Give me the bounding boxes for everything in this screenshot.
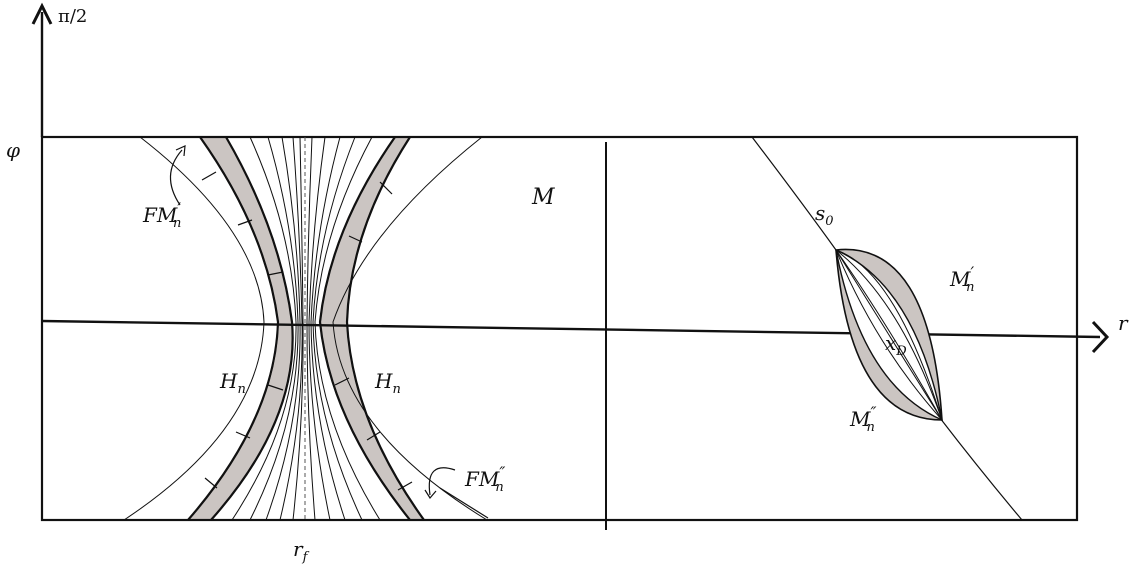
s0-curve-lower	[939, 417, 1023, 521]
fm-prime-label: FM′ n	[142, 199, 181, 231]
fm-dprime-tail	[439, 487, 489, 519]
lens-flow-lines	[835, 249, 943, 421]
vertical-top-label: π/2	[58, 6, 87, 27]
xD-label: xD	[885, 331, 907, 359]
mdprime-label: M″ n	[849, 403, 876, 435]
horizontal-axis-label: r	[1118, 311, 1129, 335]
s0-label: s0	[815, 201, 834, 229]
left-flow-line	[249, 136, 299, 521]
right-flow-line	[308, 136, 331, 521]
left-flow-line	[231, 136, 297, 521]
right-flow-line	[312, 136, 363, 521]
vertical-axis-label: φ	[6, 138, 20, 162]
left-band-inner-edge	[187, 136, 280, 521]
vertical-axis-arrow	[31, 2, 53, 25]
right-flow-line	[314, 136, 381, 521]
s0-curve	[751, 136, 837, 251]
mprime-label: M′ n	[949, 263, 975, 295]
horizontal-axis-arrow	[1091, 320, 1110, 354]
right-hyperbola-label: Hn	[374, 369, 401, 397]
region-M-label: M	[531, 185, 555, 210]
right-flow-line	[306, 136, 316, 521]
left-flow-line	[265, 136, 301, 521]
fm-prime-pointer	[169, 149, 183, 206]
left-flow-line	[292, 136, 304, 521]
right-flow-line	[310, 136, 346, 521]
domain-box	[40, 135, 1079, 522]
left-hyperbola-label: Hn	[219, 369, 246, 397]
rf-label: rf	[293, 537, 310, 565]
right-band-outer-edge	[345, 136, 425, 521]
left-band-outer-edge	[210, 136, 294, 521]
band-hatch-ticks	[201, 171, 413, 491]
right-outer-curve	[332, 136, 488, 521]
horizontal-axis	[41, 319, 1101, 339]
right-band-inner-edge	[318, 136, 411, 521]
fm-dprime-pointer	[428, 467, 456, 496]
fm-dprime-pointer-head	[424, 489, 437, 500]
left-outer-curve	[123, 136, 265, 521]
left-flow-line	[279, 136, 303, 521]
fm-dprime-label: FM″ n	[464, 463, 505, 495]
fm-prime-pointer-head	[175, 145, 186, 157]
